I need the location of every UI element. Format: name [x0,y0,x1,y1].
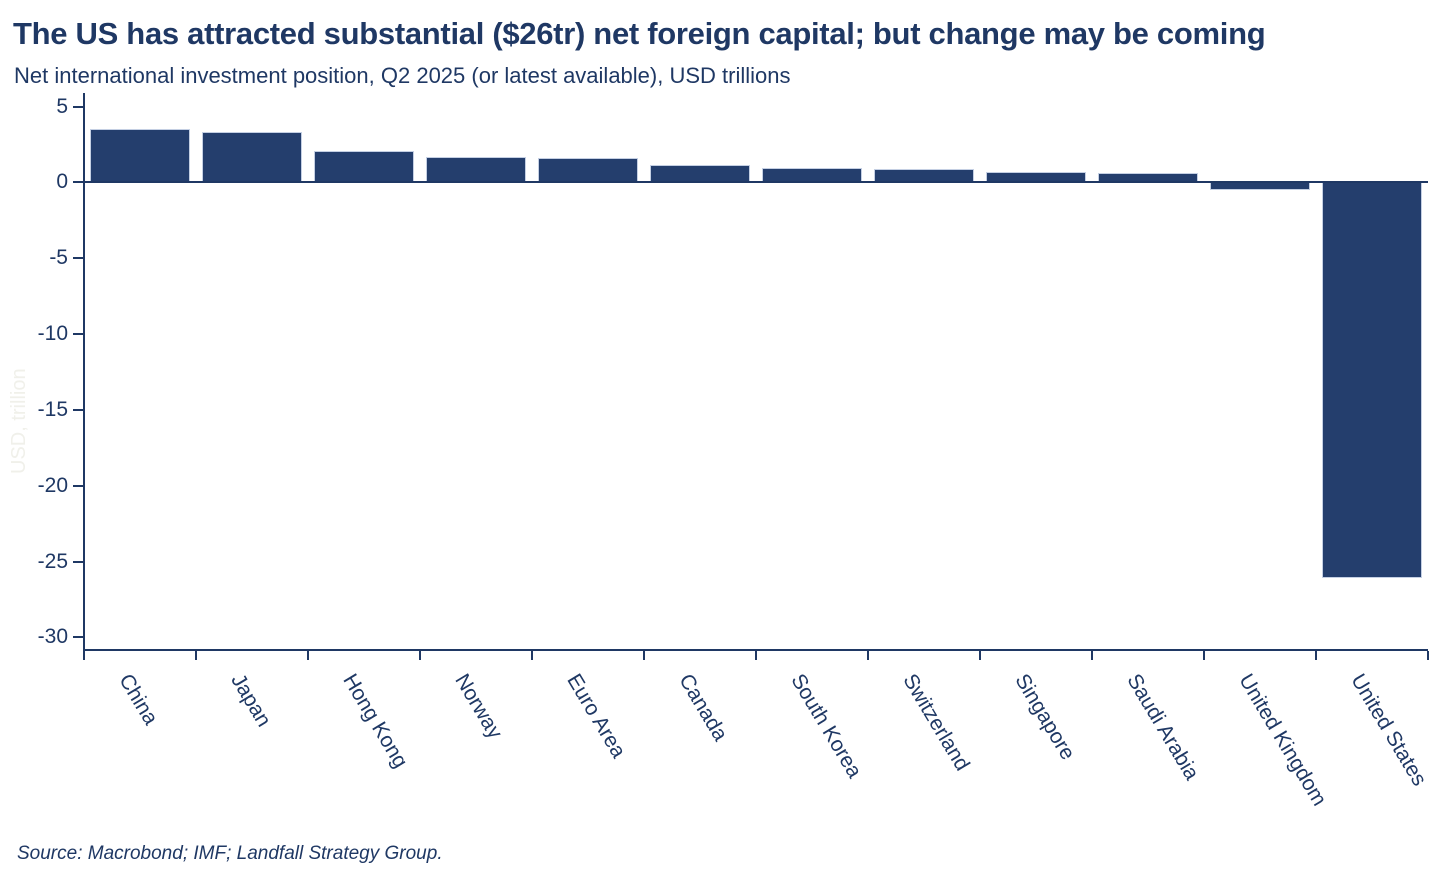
bar-switzerland [874,168,974,183]
y-tick-mark [73,105,83,108]
x-axis-label-canada: Canada [674,670,732,745]
y-axis-line [83,93,85,651]
x-tick-mark [307,651,309,660]
bar-south-korea [762,168,862,183]
y-tick-label: 0 [56,170,68,194]
y-tick-mark [73,333,83,336]
chart-subtitle: Net international investment position, Q… [14,63,791,88]
x-tick-mark [755,651,757,660]
y-tick-label: -30 [37,625,68,649]
y-tick-mark [73,408,83,411]
x-tick-mark [419,651,421,660]
x-axis-label-united-kingdom: United Kingdom [1234,670,1331,810]
y-tick-label: -15 [37,397,68,421]
x-axis-label-japan: Japan [226,670,276,731]
x-tick-mark [531,651,533,660]
bar-japan [202,131,302,183]
x-axis-line [84,649,1428,651]
x-axis-label-switzerland: Switzerland [898,670,974,775]
bar-hong-kong [314,151,414,183]
x-tick-mark [1427,651,1429,660]
x-tick-mark [195,651,197,660]
y-tick-mark [73,560,83,563]
x-tick-mark [643,651,645,660]
bar-norway [426,157,526,183]
x-axis-label-saudi-arabia: Saudi Arabia [1122,670,1204,784]
y-tick-mark [73,636,83,639]
x-tick-mark [1091,651,1093,660]
y-tick-label: -25 [37,549,68,573]
x-axis-label-hong-kong: Hong Kong [338,670,413,772]
bar-euro-area [538,158,638,183]
y-tick-label: 5 [56,94,68,118]
x-axis-label-euro-area: Euro Area [562,670,631,762]
y-tick-label: -5 [49,246,68,270]
x-tick-mark [1315,651,1317,660]
y-tick-mark [73,484,83,487]
bar-canada [650,165,750,183]
x-tick-mark [1203,651,1205,660]
chart-title: The US has attracted substantial ($26tr)… [13,16,1266,51]
x-axis-label-norway: Norway [450,670,507,743]
zero-line [84,181,1428,184]
x-axis-label-china: China [114,670,163,729]
x-axis-label-united-states: United States [1346,670,1431,790]
x-tick-mark [867,651,869,660]
x-tick-mark [979,651,981,660]
bar-united-states [1322,182,1422,579]
bar-united-kingdom [1210,182,1310,191]
y-tick-label: -20 [37,473,68,497]
x-axis-label-singapore: Singapore [1010,670,1080,764]
y-tick-mark [73,181,83,184]
source-note: Source: Macrobond; IMF; Landfall Strateg… [17,843,443,864]
y-tick-mark [73,257,83,260]
y-tick-label: -10 [37,322,68,346]
x-axis-label-south-korea: South Korea [786,670,867,782]
x-tick-mark [83,651,85,660]
bar-china [90,129,190,183]
